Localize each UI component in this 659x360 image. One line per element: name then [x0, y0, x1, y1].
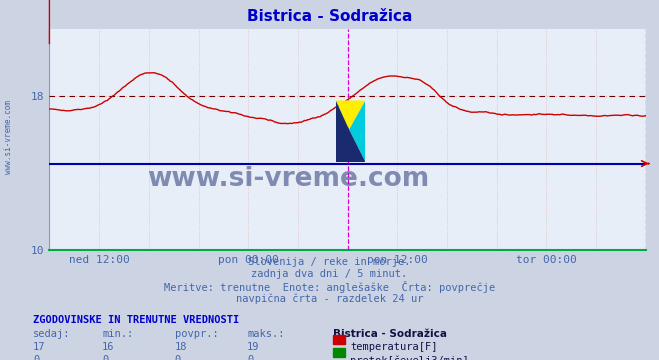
Text: 18: 18	[175, 342, 187, 352]
Text: 0: 0	[175, 355, 181, 360]
Text: navpična črta - razdelek 24 ur: navpična črta - razdelek 24 ur	[236, 293, 423, 303]
Text: 0: 0	[33, 355, 39, 360]
Text: temperatura[F]: temperatura[F]	[350, 342, 438, 352]
Text: www.si-vreme.com: www.si-vreme.com	[4, 100, 13, 174]
Polygon shape	[336, 100, 366, 162]
Text: Bistrica - Sodražica: Bistrica - Sodražica	[333, 329, 447, 339]
Text: ZGODOVINSKE IN TRENUTNE VREDNOSTI: ZGODOVINSKE IN TRENUTNE VREDNOSTI	[33, 315, 239, 325]
Text: Bistrica - Sodražica: Bistrica - Sodražica	[247, 9, 412, 24]
Text: 16: 16	[102, 342, 115, 352]
Text: 17: 17	[33, 342, 45, 352]
Text: pretok[čevelj3/min]: pretok[čevelj3/min]	[350, 355, 469, 360]
Text: sedaj:: sedaj:	[33, 329, 71, 339]
Polygon shape	[349, 100, 366, 162]
Text: www.si-vreme.com: www.si-vreme.com	[147, 166, 429, 192]
Text: 19: 19	[247, 342, 260, 352]
Text: Slovenija / reke in morje.: Slovenija / reke in morje.	[248, 257, 411, 267]
Text: Meritve: trenutne  Enote: anglešaške  Črta: povprečje: Meritve: trenutne Enote: anglešaške Črta…	[164, 281, 495, 293]
Text: zadnja dva dni / 5 minut.: zadnja dva dni / 5 minut.	[251, 269, 408, 279]
Text: povpr.:: povpr.:	[175, 329, 218, 339]
Text: 0: 0	[247, 355, 253, 360]
Text: min.:: min.:	[102, 329, 133, 339]
Polygon shape	[336, 100, 366, 130]
Text: 0: 0	[102, 355, 108, 360]
Text: maks.:: maks.:	[247, 329, 285, 339]
